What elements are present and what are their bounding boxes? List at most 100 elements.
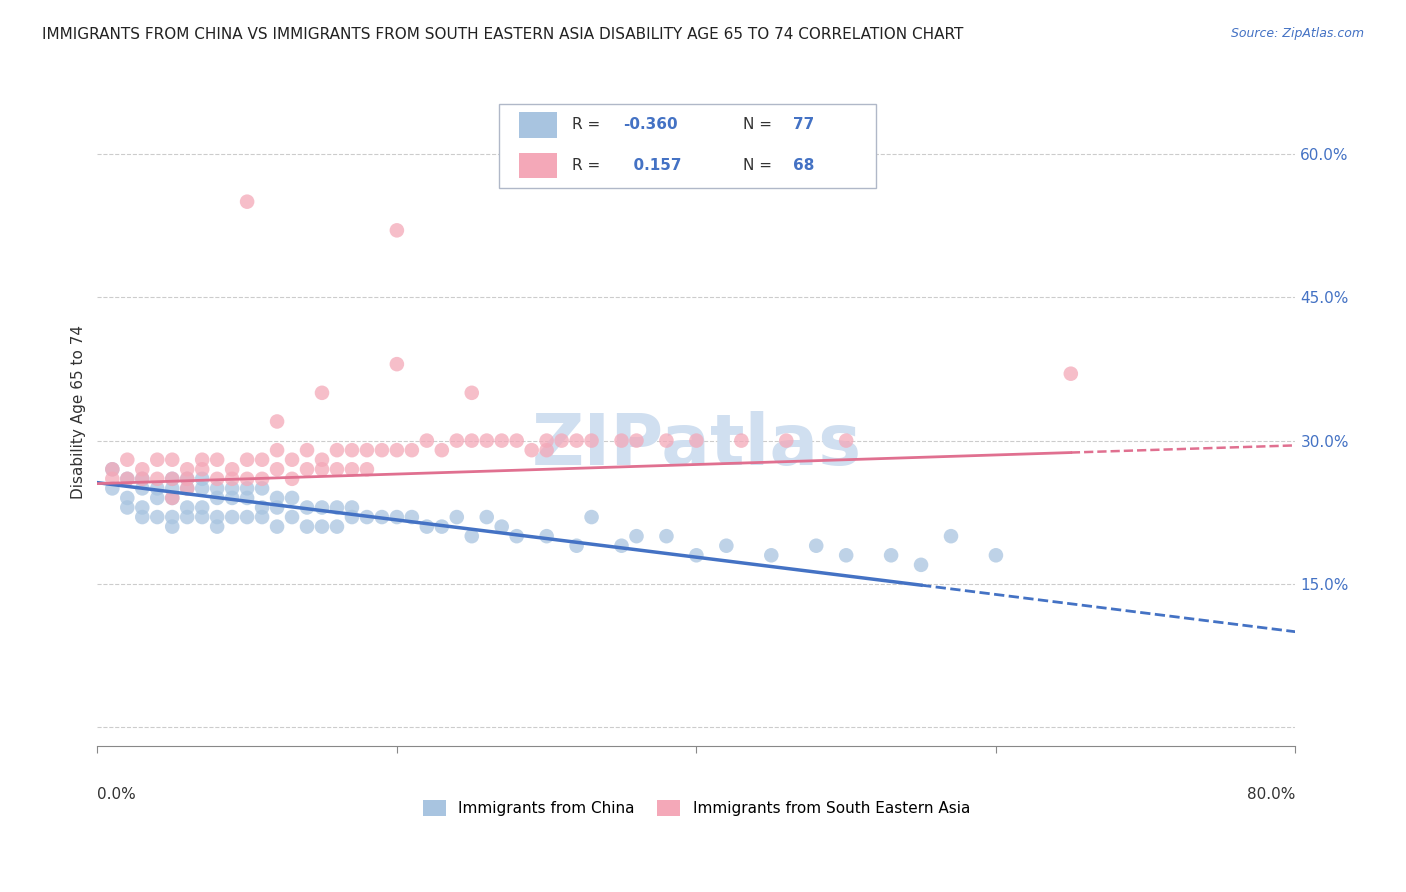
Point (160, 510, 183, 524)
Point (685, 434, 707, 448)
Point (266, 462, 288, 476)
Point (191, 462, 214, 476)
Point (565, 434, 588, 448)
Point (160, 482, 183, 496)
Text: 0.0%: 0.0% (97, 787, 136, 802)
Point (340, 500, 363, 515)
Point (250, 452, 273, 467)
Point (266, 500, 288, 515)
Text: 68: 68 (793, 158, 815, 173)
Point (385, 223, 408, 237)
FancyBboxPatch shape (519, 112, 557, 137)
Point (101, 462, 124, 476)
Point (205, 472, 228, 486)
Point (340, 510, 363, 524)
Point (176, 472, 198, 486)
Point (160, 472, 183, 486)
Point (326, 500, 349, 515)
Point (295, 443, 318, 458)
Point (146, 491, 169, 505)
Point (356, 510, 378, 524)
Point (146, 482, 169, 496)
Point (340, 443, 363, 458)
Point (536, 529, 558, 543)
Y-axis label: Disability Age 65 to 74: Disability Age 65 to 74 (72, 325, 86, 499)
Point (295, 500, 318, 515)
Point (205, 510, 228, 524)
Point (626, 434, 648, 448)
Point (205, 491, 228, 505)
Point (326, 462, 349, 476)
Point (250, 472, 273, 486)
Point (236, 194, 259, 209)
Point (221, 472, 243, 486)
Point (505, 434, 527, 448)
Point (326, 443, 349, 458)
Point (536, 443, 558, 458)
Text: R =: R = (572, 118, 605, 132)
Point (176, 482, 198, 496)
Point (266, 519, 288, 533)
Legend: Immigrants from China, Immigrants from South Eastern Asia: Immigrants from China, Immigrants from S… (416, 794, 976, 822)
Point (160, 491, 183, 505)
Point (581, 510, 603, 524)
Point (205, 519, 228, 533)
Point (221, 491, 243, 505)
Point (281, 510, 304, 524)
Point (160, 472, 183, 486)
Point (281, 452, 304, 467)
Point (295, 462, 318, 476)
Point (311, 519, 333, 533)
Point (221, 482, 243, 496)
Point (160, 519, 183, 533)
Point (910, 558, 932, 572)
Point (131, 462, 153, 476)
Point (446, 510, 468, 524)
Point (491, 434, 513, 448)
Point (491, 519, 513, 533)
Point (416, 434, 439, 448)
Point (295, 519, 318, 533)
Point (146, 510, 169, 524)
Point (401, 443, 423, 458)
Point (610, 434, 633, 448)
Point (236, 472, 259, 486)
Point (205, 452, 228, 467)
Point (775, 434, 797, 448)
Point (131, 472, 153, 486)
Point (191, 500, 214, 515)
Text: 0.157: 0.157 (623, 158, 682, 173)
Point (160, 491, 183, 505)
Point (191, 482, 214, 496)
Text: ZIPatlas: ZIPatlas (531, 411, 862, 480)
Point (835, 549, 858, 563)
Point (176, 462, 198, 476)
Point (520, 443, 543, 458)
Point (326, 519, 349, 533)
Point (101, 462, 124, 476)
Point (984, 549, 1007, 563)
Point (356, 462, 378, 476)
Point (311, 385, 333, 400)
Point (1060, 367, 1083, 381)
Point (475, 434, 498, 448)
Text: IMMIGRANTS FROM CHINA VS IMMIGRANTS FROM SOUTH EASTERN ASIA DISABILITY AGE 65 TO: IMMIGRANTS FROM CHINA VS IMMIGRANTS FROM… (42, 27, 963, 42)
Point (176, 510, 198, 524)
FancyBboxPatch shape (499, 104, 876, 188)
Point (117, 452, 139, 467)
FancyBboxPatch shape (519, 153, 557, 178)
Point (281, 491, 304, 505)
Point (131, 482, 153, 496)
Point (281, 472, 304, 486)
Point (117, 472, 139, 486)
Point (131, 500, 153, 515)
Point (371, 443, 394, 458)
Point (505, 529, 527, 543)
Point (131, 472, 153, 486)
Text: R =: R = (572, 158, 605, 173)
Point (461, 529, 484, 543)
Point (221, 462, 243, 476)
Point (716, 539, 738, 553)
Point (356, 443, 378, 458)
Point (461, 385, 484, 400)
